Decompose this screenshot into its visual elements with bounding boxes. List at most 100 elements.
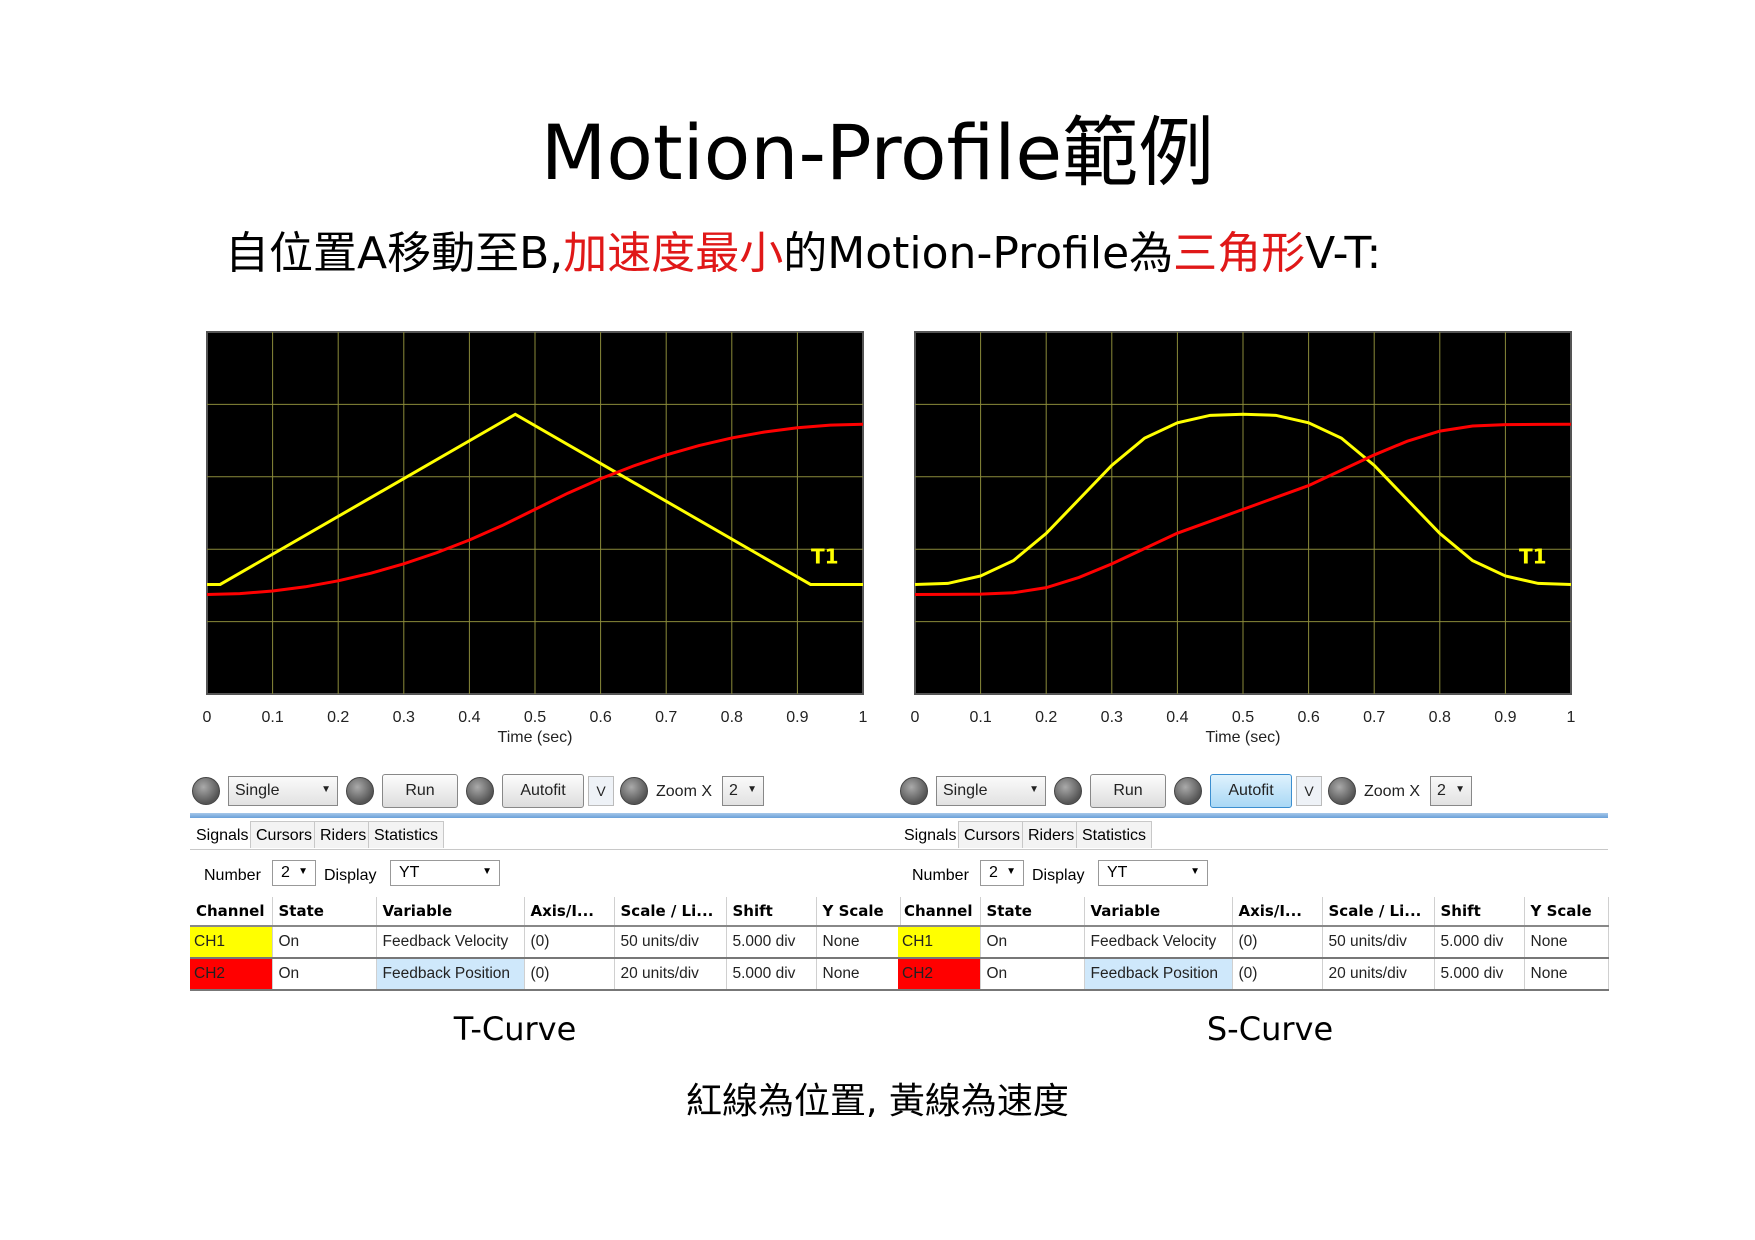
display-label: Display — [1032, 867, 1085, 884]
yscale-cell[interactable]: None — [816, 958, 901, 991]
table-header-row: Channel State Variable Axis/I... Scale / Li.… — [190, 897, 901, 927]
tab-statistics[interactable]: Statistics — [1076, 821, 1153, 848]
shift-cell[interactable]: 5.000 div — [726, 926, 817, 959]
slide-title: Motion-Profile範例 — [540, 108, 1215, 197]
x-tick-label: 0.6 — [589, 709, 611, 726]
scale-cell[interactable]: 20 units/div — [614, 958, 727, 991]
autofit-button[interactable]: Autofit — [1210, 774, 1292, 808]
x-tick-label: 0.8 — [1429, 709, 1451, 726]
display-select[interactable]: YT ▼ — [390, 860, 500, 886]
variable-cell[interactable]: Feedback Position — [1084, 958, 1233, 991]
column-header[interactable]: Shift — [1434, 897, 1525, 927]
column-header[interactable]: Scale / Li... — [1322, 897, 1435, 927]
column-header[interactable]: Channel — [190, 897, 273, 927]
column-header[interactable]: Shift — [726, 897, 817, 927]
tab-cursors[interactable]: Cursors — [958, 821, 1027, 848]
x-tick-label: 0.1 — [969, 709, 991, 726]
column-header[interactable]: Y Scale — [816, 897, 901, 927]
signals-table: Channel State Variable Axis/I... Scale / Li.… — [898, 897, 1609, 991]
chevron-down-icon: ▼ — [1006, 866, 1016, 877]
tab-statistics[interactable]: Statistics — [368, 821, 445, 848]
tab-riders[interactable]: Riders — [1022, 821, 1081, 848]
v-button[interactable]: V — [588, 776, 614, 806]
tab-signals[interactable]: Signals — [190, 821, 255, 848]
run-button[interactable]: Run — [1090, 774, 1166, 808]
column-header[interactable]: Y Scale — [1524, 897, 1609, 927]
trigger-mode-select[interactable]: Single ▼ — [936, 776, 1046, 806]
scale-cell[interactable]: 20 units/div — [1322, 958, 1435, 991]
channel-cell[interactable]: CH1 — [190, 926, 273, 959]
splitter-bar[interactable] — [190, 813, 900, 818]
column-header[interactable]: State — [272, 897, 377, 927]
channel-cell[interactable]: CH2 — [898, 958, 981, 991]
shift-cell[interactable]: 5.000 div — [1434, 958, 1525, 991]
table-row[interactable]: CH2 On Feedback Position (0) 20 units/div 5.0… — [898, 958, 1609, 991]
autofit-button[interactable]: Autofit — [502, 774, 584, 808]
scope-toolbar: Single ▼ Run Autofit V Zoom X 2 ▼ — [190, 771, 900, 811]
s-curve-panel: T1 0 0.1 0.2 0.3 0.4 0.5 0.6 0.7 0.8 0.9 1 Time (sec… — [898, 325, 1609, 1005]
subtitle-part-3: 的Motion-Profile為 — [783, 228, 1174, 279]
variable-cell[interactable]: Feedback Velocity — [1084, 926, 1233, 959]
scale-cell[interactable]: 50 units/div — [614, 926, 727, 959]
column-header[interactable]: Axis/I... — [524, 897, 615, 927]
x-tick-label: 0.4 — [458, 709, 480, 726]
axis-cell[interactable]: (0) — [524, 958, 615, 991]
subtitle-part-1: 自位置A移動至B, — [225, 228, 564, 279]
display-value: YT — [399, 864, 420, 881]
state-cell[interactable]: On — [980, 926, 1085, 959]
channel-cell[interactable]: CH2 — [190, 958, 273, 991]
run-button[interactable]: Run — [382, 774, 458, 808]
scale-cell[interactable]: 50 units/div — [1322, 926, 1435, 959]
x-tick-label: 0.3 — [1101, 709, 1123, 726]
column-header[interactable]: Variable — [376, 897, 525, 927]
state-cell[interactable]: On — [980, 958, 1085, 991]
axis-cell[interactable]: (0) — [524, 926, 615, 959]
signal-options: Number 2 ▼ Display YT ▼ — [898, 855, 1608, 891]
zoom-x-select[interactable]: 2 ▼ — [722, 776, 764, 806]
x-axis-label: Time (sec) — [498, 729, 573, 746]
scope-chart: T1 0 0.1 0.2 0.3 0.4 0.5 0.6 0.7 0.8 0.9 1 Time (sec… — [203, 331, 868, 746]
t-curve-panel: T1 0 0.1 0.2 0.3 0.4 0.5 0.6 0.7 0.8 0.9 1 Time (sec… — [190, 325, 901, 1005]
display-select[interactable]: YT ▼ — [1098, 860, 1208, 886]
tab-riders[interactable]: Riders — [314, 821, 373, 848]
slide-subtitle: 自位置A移動至B,加速度最小的Motion-Profile為三角形V-T: — [225, 226, 1381, 282]
tab-cursors[interactable]: Cursors — [250, 821, 319, 848]
column-header[interactable]: Variable — [1084, 897, 1233, 927]
autofit-led-icon — [1174, 777, 1202, 805]
variable-cell[interactable]: Feedback Velocity — [376, 926, 525, 959]
x-tick-label: 0.2 — [327, 709, 349, 726]
yscale-cell[interactable]: None — [1524, 958, 1609, 991]
yscale-cell[interactable]: None — [1524, 926, 1609, 959]
number-select[interactable]: 2 ▼ — [980, 860, 1024, 886]
column-header[interactable]: State — [980, 897, 1085, 927]
trigger-mode-select[interactable]: Single ▼ — [228, 776, 338, 806]
splitter-bar[interactable] — [898, 813, 1608, 818]
state-cell[interactable]: On — [272, 926, 377, 959]
column-header[interactable]: Axis/I... — [1232, 897, 1323, 927]
zoom-x-select[interactable]: 2 ▼ — [1430, 776, 1472, 806]
table-row[interactable]: CH1 On Feedback Velocity (0) 50 units/div 5.0… — [898, 926, 1609, 959]
channel-cell[interactable]: CH1 — [898, 926, 981, 959]
shift-cell[interactable]: 5.000 div — [726, 958, 817, 991]
table-row[interactable]: CH2 On Feedback Position (0) 20 units/div 5.0… — [190, 958, 901, 991]
t-curve-caption: T-Curve — [453, 1010, 577, 1048]
zoom-led-icon — [1328, 777, 1356, 805]
yscale-cell[interactable]: None — [816, 926, 901, 959]
chevron-down-icon: ▼ — [747, 784, 757, 795]
axis-cell[interactable]: (0) — [1232, 926, 1323, 959]
variable-cell[interactable]: Feedback Position — [376, 958, 525, 991]
v-button[interactable]: V — [1296, 776, 1322, 806]
column-header[interactable]: Scale / Li... — [614, 897, 727, 927]
tab-signals[interactable]: Signals — [898, 821, 963, 848]
table-row[interactable]: CH1 On Feedback Velocity (0) 50 units/div 5.0… — [190, 926, 901, 959]
series-line-ch2 — [914, 422, 1572, 596]
shift-cell[interactable]: 5.000 div — [1434, 926, 1525, 959]
number-select[interactable]: 2 ▼ — [272, 860, 316, 886]
state-cell[interactable]: On — [272, 958, 377, 991]
x-tick-label: 0 — [203, 709, 212, 726]
axis-cell[interactable]: (0) — [1232, 958, 1323, 991]
x-tick-label: 0 — [911, 709, 920, 726]
run-led-icon — [1054, 777, 1082, 805]
x-tick-label: 0.2 — [1035, 709, 1057, 726]
column-header[interactable]: Channel — [898, 897, 981, 927]
